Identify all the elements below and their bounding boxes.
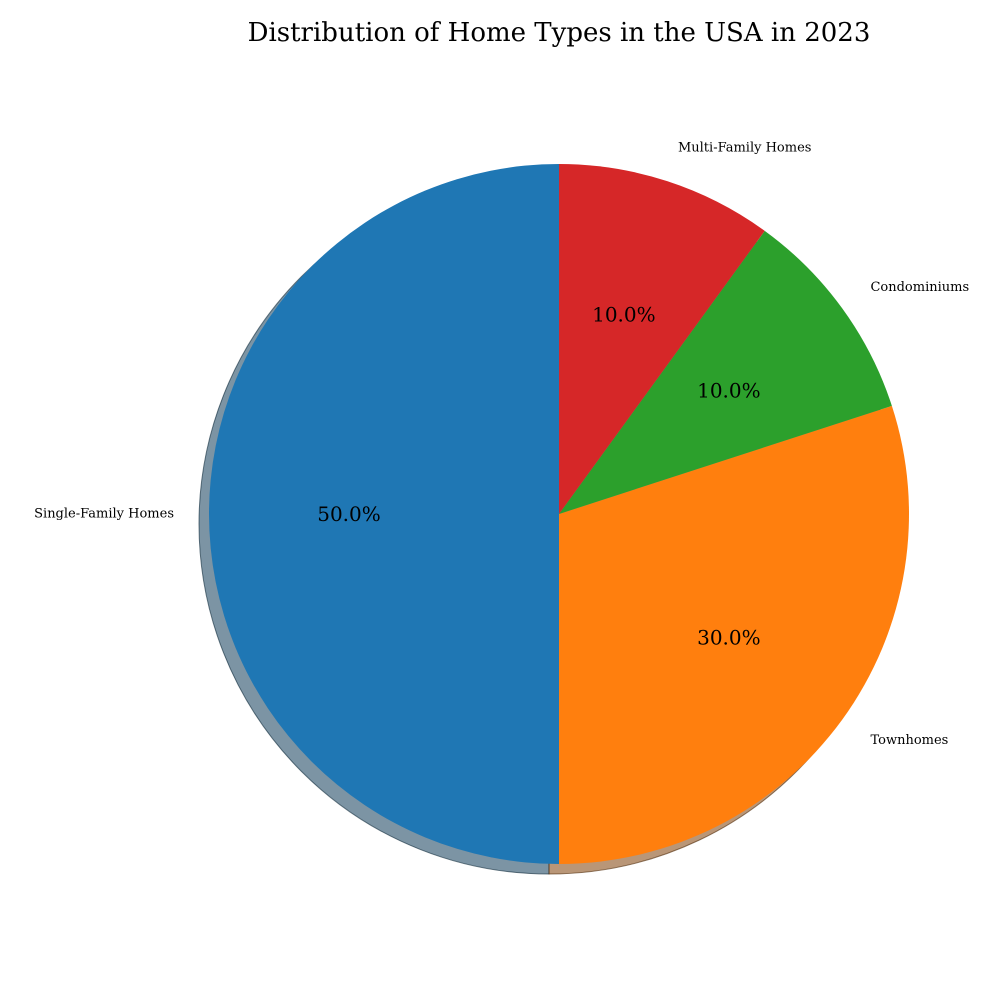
slice-percent-label-condominiums: 10.0% <box>697 379 761 403</box>
slice-percent-label-townhomes: 30.0% <box>697 625 761 649</box>
pie-label-layer: Single-Family Homes 50.0% Townhomes 30.0% Co… <box>34 140 969 747</box>
slice-label-single-family-homes: Single-Family Homes <box>34 507 174 522</box>
pie-slice-townhomes <box>559 405 909 864</box>
slice-percent-label-single-family-homes: 50.0% <box>317 502 381 526</box>
pie-slice-multi-family-homes <box>559 164 765 514</box>
slice-percent-label-multi-family-homes: 10.0% <box>592 302 656 326</box>
chart-title: Distribution of Home Types in the USA in… <box>247 18 871 48</box>
slice-label-multi-family-homes: Multi-Family Homes <box>678 140 811 155</box>
slice-label-condominiums: Condominiums <box>870 280 969 295</box>
pie-slice-single-family-homes <box>209 164 559 864</box>
pie-slice-layer <box>209 164 909 864</box>
pie-slice-condominiums <box>559 230 892 514</box>
slice-label-townhomes: Townhomes <box>870 733 948 748</box>
